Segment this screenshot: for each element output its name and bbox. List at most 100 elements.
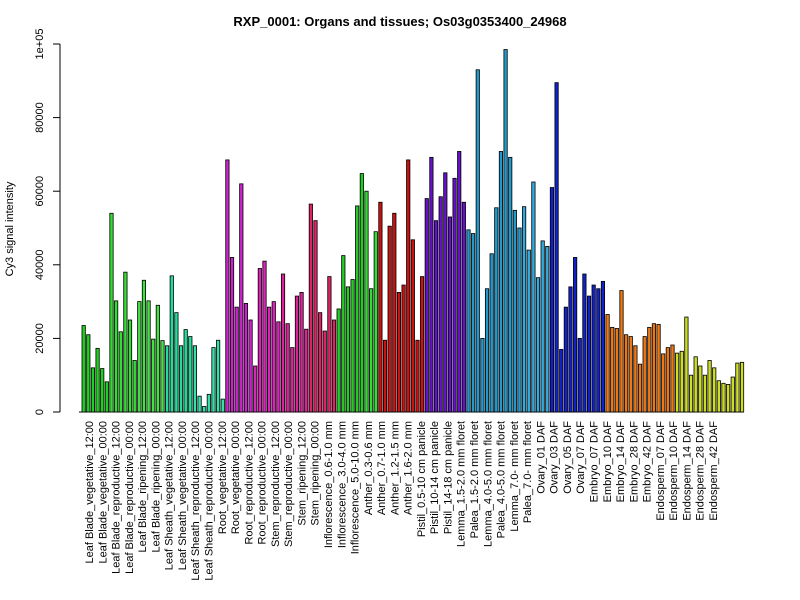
bar: [475, 69, 480, 413]
bar: [480, 337, 485, 413]
bar: [239, 183, 244, 413]
x-tick-label: Pistil_14-18 cm panicle: [442, 421, 454, 534]
x-tick-label: Inflorescence_0.6-1.0 mm: [323, 421, 335, 548]
bar: [614, 328, 619, 413]
bar: [443, 172, 448, 413]
bar: [429, 156, 434, 413]
y-tick-label: 0: [34, 409, 46, 415]
x-tick-labels: Leaf Blade_vegetative_12:00 Leaf Blade_ve…: [84, 421, 720, 581]
x-tick-label: Lemma_7.0- mm floret: [509, 421, 521, 532]
bar: [216, 339, 221, 413]
bar: [498, 151, 504, 413]
bar: [619, 290, 624, 413]
x-tick-label: Leaf Blade_reproductive_12:00: [111, 421, 123, 574]
y-tick-label: 40000: [34, 250, 46, 281]
bar: [526, 249, 531, 413]
bar: [192, 345, 198, 413]
bar: [707, 360, 712, 413]
bar: [457, 151, 462, 413]
bar: [141, 279, 147, 413]
x-tick-label: Stem_ripening_12:00: [296, 421, 308, 526]
bar: [151, 338, 156, 413]
y-tick-label: 20000: [34, 323, 46, 354]
bar: [160, 340, 165, 413]
x-tick-label: Embryo_10 DAF: [602, 421, 614, 503]
x-tick-label: Stem_reproductive_00:00: [283, 421, 295, 547]
bar: [229, 257, 235, 413]
bar: [248, 319, 253, 413]
y-axis: 0 20000 40000 60000 80000 1e+05: [34, 29, 61, 415]
bar: [114, 300, 119, 413]
bar: [596, 288, 601, 413]
bar: [188, 336, 193, 413]
bar: [712, 367, 717, 413]
bar: [563, 306, 568, 413]
bar: [582, 273, 587, 413]
bar: [420, 276, 425, 413]
x-tick-label: Inflorescence_3.0-4.0 mm: [336, 421, 348, 548]
bar: [559, 349, 564, 413]
y-tick-label: 1e+05: [34, 29, 46, 60]
bar: [726, 383, 731, 413]
bar: [350, 279, 355, 413]
bar: [471, 233, 476, 413]
bar: [573, 257, 578, 413]
bar: [276, 321, 281, 413]
bar: [392, 212, 397, 413]
bar: [466, 229, 471, 413]
bar: [503, 49, 508, 413]
bar: [253, 365, 258, 413]
bar: [438, 196, 443, 413]
x-tick-label: Embryo_14 DAF: [615, 421, 627, 503]
bar: [605, 314, 610, 413]
bar: [95, 347, 100, 413]
x-tick-label: Inflorescence_5.0-10.0 mm: [350, 421, 362, 554]
bar: [373, 231, 378, 413]
bar: [628, 336, 633, 413]
bar: [174, 312, 179, 413]
x-tick-label: Root_vegetative_00:00: [230, 421, 242, 534]
bar: [675, 352, 680, 413]
x-tick-label: Leaf Blade_vegetative_00:00: [97, 421, 109, 564]
bar: [415, 339, 420, 413]
bar: [355, 205, 360, 413]
bar: [447, 216, 453, 413]
bar: [118, 331, 123, 413]
bar: [146, 300, 151, 413]
y-axis-label: Cy3 signal intensity: [4, 181, 16, 276]
x-tick-label: Palea_4.0-5.0 mm floret: [496, 421, 508, 538]
bar: [739, 361, 745, 413]
bar: [137, 301, 142, 413]
bar: [545, 245, 550, 413]
bar: [220, 398, 225, 413]
bar: [424, 198, 429, 413]
bar: [452, 177, 457, 413]
bar: [702, 374, 708, 413]
x-tick-label: Stem_reproductive_12:00: [270, 421, 282, 547]
bar: [382, 339, 388, 413]
bar: [670, 344, 675, 413]
bar: [304, 328, 309, 413]
bar: [318, 312, 323, 413]
bar: [433, 220, 439, 413]
x-tick-label: Lemma_1.5-2.0 mm floret: [456, 421, 468, 547]
bar: [225, 159, 230, 413]
bar: [104, 381, 109, 413]
bar: [484, 288, 490, 413]
x-tick-label: Anther_1.6-2.0 mm: [403, 421, 415, 515]
bar: [517, 227, 522, 413]
y-tick-label: 80000: [34, 102, 46, 133]
x-tick-label: Palea_7.0- mm floret: [522, 421, 534, 523]
bar: [396, 291, 402, 413]
x-tick-label: Pistil_10-14 cm panicle: [429, 421, 441, 534]
x-tick-label: Ovary_01 DAF: [535, 421, 547, 494]
bar: [169, 275, 174, 413]
x-tick-label: Endosperm_42 DAF: [708, 421, 720, 521]
bar: [345, 286, 351, 413]
bar: [109, 212, 114, 413]
bar: [308, 203, 313, 413]
bar: [549, 187, 555, 413]
bar: [378, 201, 383, 413]
x-tick-label: Embryo_42 DAF: [642, 421, 654, 503]
bar: [234, 306, 239, 413]
